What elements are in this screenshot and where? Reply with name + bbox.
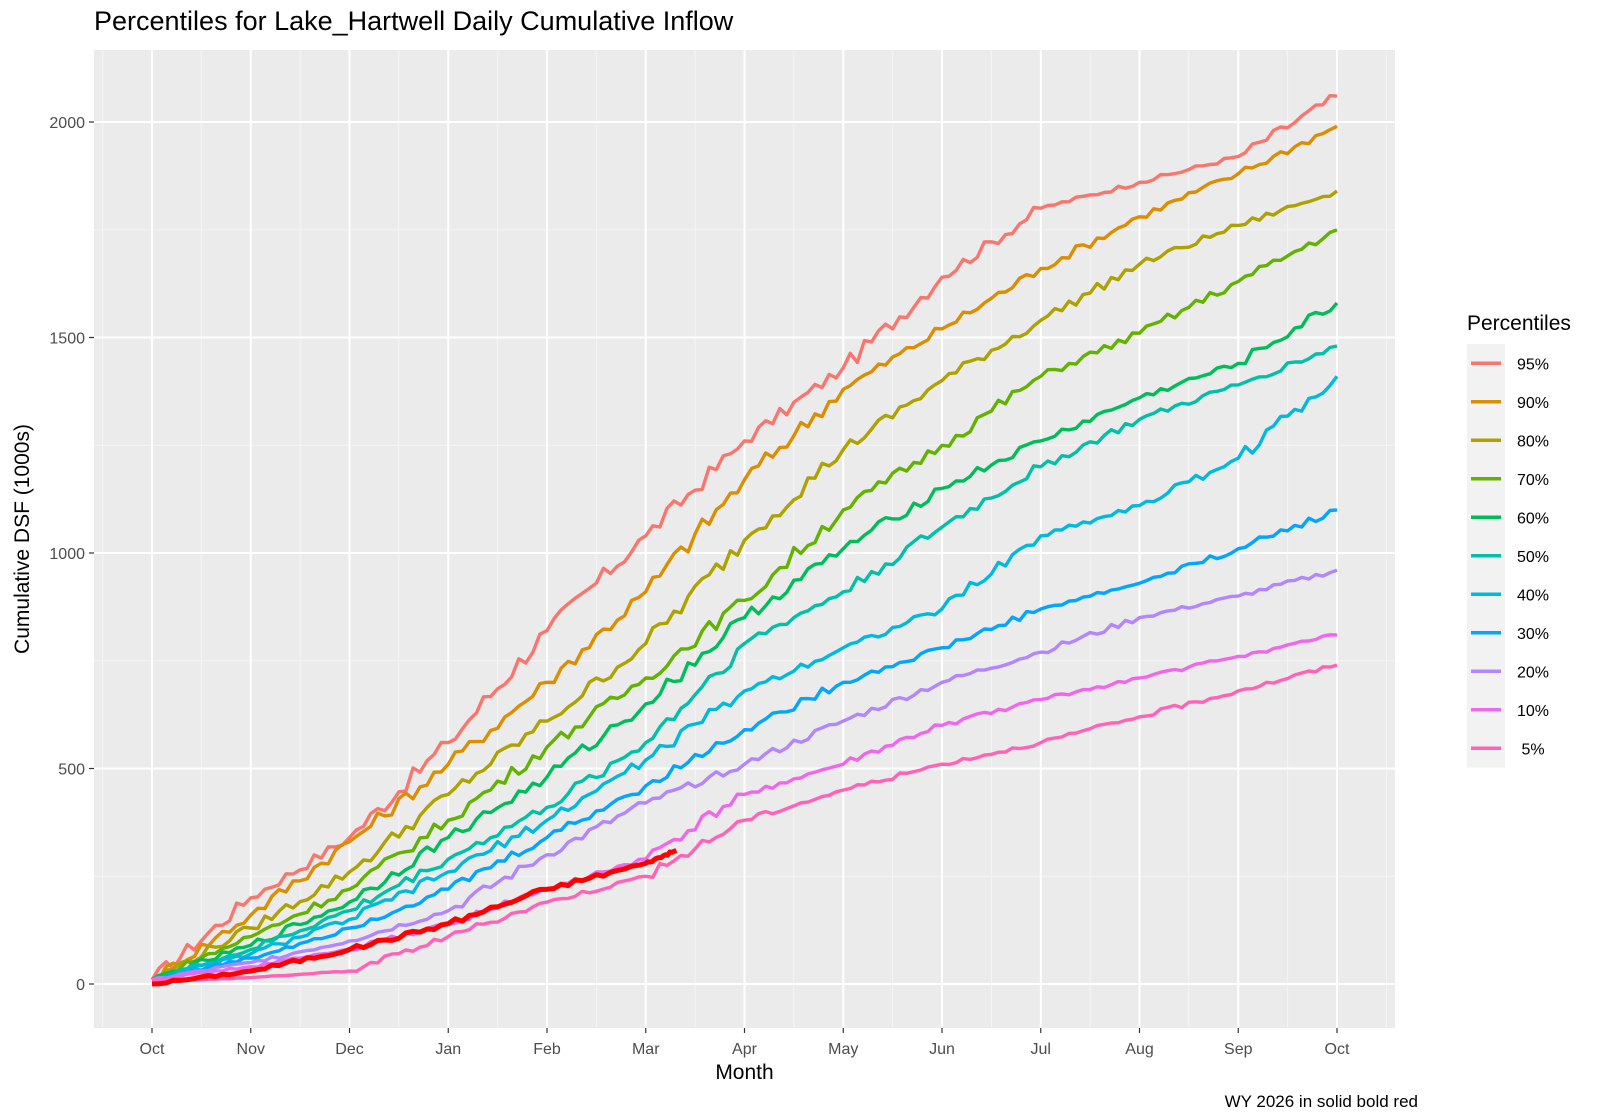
series-line-60pct [151,301,1339,982]
x-tick-label: Jun [929,1041,955,1058]
series-line-40pct [151,375,1339,982]
series-line-50pct [151,344,1338,982]
legend-label: 50% [1517,549,1549,566]
x-tick-label: Feb [533,1041,561,1058]
legend-title: Percentiles [1467,312,1571,335]
legend-label: 20% [1517,664,1549,681]
chart-caption: WY 2026 in solid bold red [1224,1092,1418,1111]
grid-lines [94,50,1395,1028]
x-tick-label: Oct [1325,1041,1350,1058]
x-tick-label: Jul [1031,1041,1051,1058]
series-line-95pct [150,94,1338,981]
y-tick-label: 0 [76,977,85,994]
legend-label: 80% [1517,433,1549,450]
x-tick-label: Oct [140,1041,165,1058]
series-line-20pct [151,568,1338,982]
y-tick-label: 500 [58,762,85,779]
series-lines [150,94,1339,987]
axes: 0 500 1000 1500 2000 Oct Nov Dec Jan Feb Mar Apr May… [11,115,1350,1084]
legend-label: 70% [1517,472,1549,489]
legend-label: 10% [1517,703,1549,720]
x-tick-label: Sep [1224,1041,1253,1058]
x-tick-label: Jan [435,1041,461,1058]
series-line-70pct [151,228,1338,982]
x-axis-title: Month [715,1061,773,1084]
y-tick-label: 1500 [49,331,85,348]
legend: Percentiles 95% 90% 80% 70% 60% 50% 40% 30% 20% 10… [1467,312,1571,768]
series-line-90pct [151,124,1338,982]
series-line-80pct [151,189,1339,982]
y-tick-label: 2000 [49,115,85,132]
x-tick-label: Apr [732,1041,758,1058]
series-line-wy2026 [151,848,678,987]
chart-title: Percentiles for Lake_Hartwell Daily Cumu… [94,6,734,36]
x-tick-label: Dec [335,1041,363,1058]
x-tick-label: Nov [237,1041,265,1058]
x-tick-label: May [828,1041,858,1058]
x-tick-label: Mar [632,1041,660,1058]
y-tick-label: 1000 [49,546,85,563]
legend-label: 5% [1517,741,1545,758]
legend-label: 95% [1517,356,1549,373]
x-tick-label: Aug [1125,1041,1153,1058]
series-line-5pct [151,663,1338,984]
series-line-30pct [151,508,1338,982]
legend-label: 60% [1517,510,1549,527]
legend-label: 30% [1517,626,1549,643]
legend-label: 90% [1517,395,1549,412]
y-axis-title: Cumulative DSF (1000s) [11,424,34,654]
legend-label: 40% [1517,587,1549,604]
